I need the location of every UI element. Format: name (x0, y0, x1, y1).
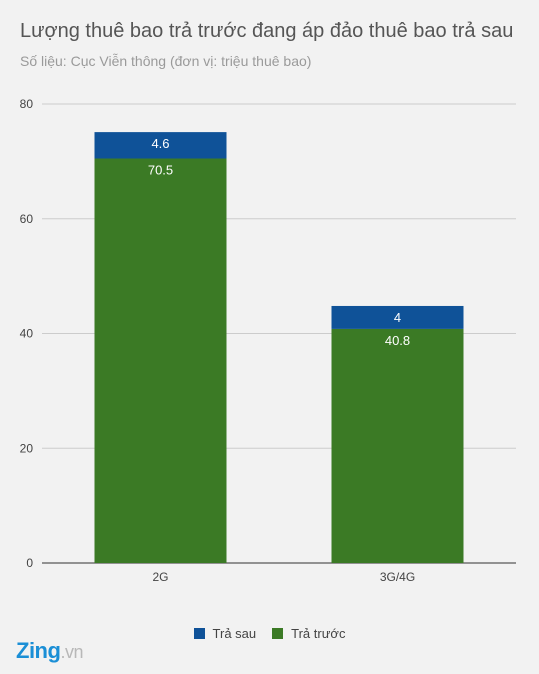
y-tick-label: 20 (20, 441, 34, 455)
bar-segment (94, 132, 227, 159)
x-tick-label: 3G/4G (380, 570, 415, 584)
logo-text: Zing (16, 638, 61, 663)
logo-domain: .vn (60, 642, 83, 662)
y-tick-label: 60 (20, 212, 34, 226)
y-tick-label: 0 (26, 556, 33, 570)
bar-segment (331, 305, 464, 329)
legend-item-tra-sau[interactable]: Trả sau (193, 626, 257, 641)
legend-label-tra-truoc: Trả trước (291, 626, 346, 641)
legend-label-tra-sau: Trả sau (212, 626, 257, 641)
legend-swatch-tra-truoc (272, 628, 284, 639)
x-axis-ticks: 2G 3G/4G (152, 570, 415, 584)
legend-item-tra-truoc[interactable]: Trả trước (272, 626, 345, 641)
data-label: 40.8 (385, 333, 410, 348)
chart-title: Lượng thuê bao trả trước đang áp đảo thu… (20, 20, 514, 42)
chart-subtitle: Số liệu: Cục Viễn thông (đơn vị: triệu t… (20, 53, 312, 69)
data-label: 4 (394, 310, 401, 325)
data-label: 4.6 (151, 136, 169, 151)
x-tick-label: 2G (152, 570, 168, 584)
bar-segment (331, 328, 464, 563)
data-label: 70.5 (148, 163, 173, 178)
zing-logo: Zing.vn (16, 638, 83, 664)
y-tick-label: 40 (20, 327, 34, 341)
legend-swatch-tra-sau (193, 628, 205, 639)
y-axis-ticks: 0 20 40 60 80 (20, 97, 34, 570)
bars: 70.5 4.6 40.8 4 (94, 132, 464, 563)
legend: Trả sau Trả trước (0, 626, 539, 641)
y-tick-label: 80 (20, 97, 34, 111)
bar-segment (94, 158, 227, 563)
